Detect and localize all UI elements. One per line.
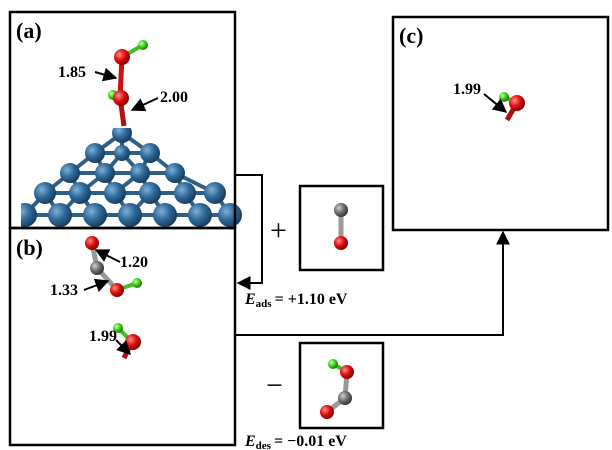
bond-length: 1.99 <box>89 328 117 345</box>
minus: − <box>266 369 283 402</box>
bond-length: 1.85 <box>58 64 86 81</box>
panel-label: (b) <box>16 235 43 260</box>
bond-length: 1.33 <box>50 282 78 299</box>
panel-c: (c) 1.99 <box>393 17 612 230</box>
panel-a: (a) 1.85 2.00 <box>10 12 242 228</box>
figure: (a) 1.85 2.00 (b) 1.20 1.33 1.99 (c) 1.9… <box>0 0 612 450</box>
panel-label: (a) <box>16 18 42 43</box>
arrow <box>235 175 262 283</box>
bond-length: 1.20 <box>120 254 148 271</box>
panel-label: (c) <box>399 23 423 48</box>
plus: + <box>270 214 287 247</box>
adsorption-energy: Eads= +1.10 eV <box>244 291 348 310</box>
cooh-box <box>300 343 383 428</box>
desorption-energy: Edes= −0.01 eV <box>244 433 347 450</box>
arrow <box>235 232 503 335</box>
panel-b: (b) 1.20 1.33 1.99 <box>10 228 242 447</box>
bond-length: 2.00 <box>160 89 188 106</box>
bond-length: 1.99 <box>453 81 481 98</box>
